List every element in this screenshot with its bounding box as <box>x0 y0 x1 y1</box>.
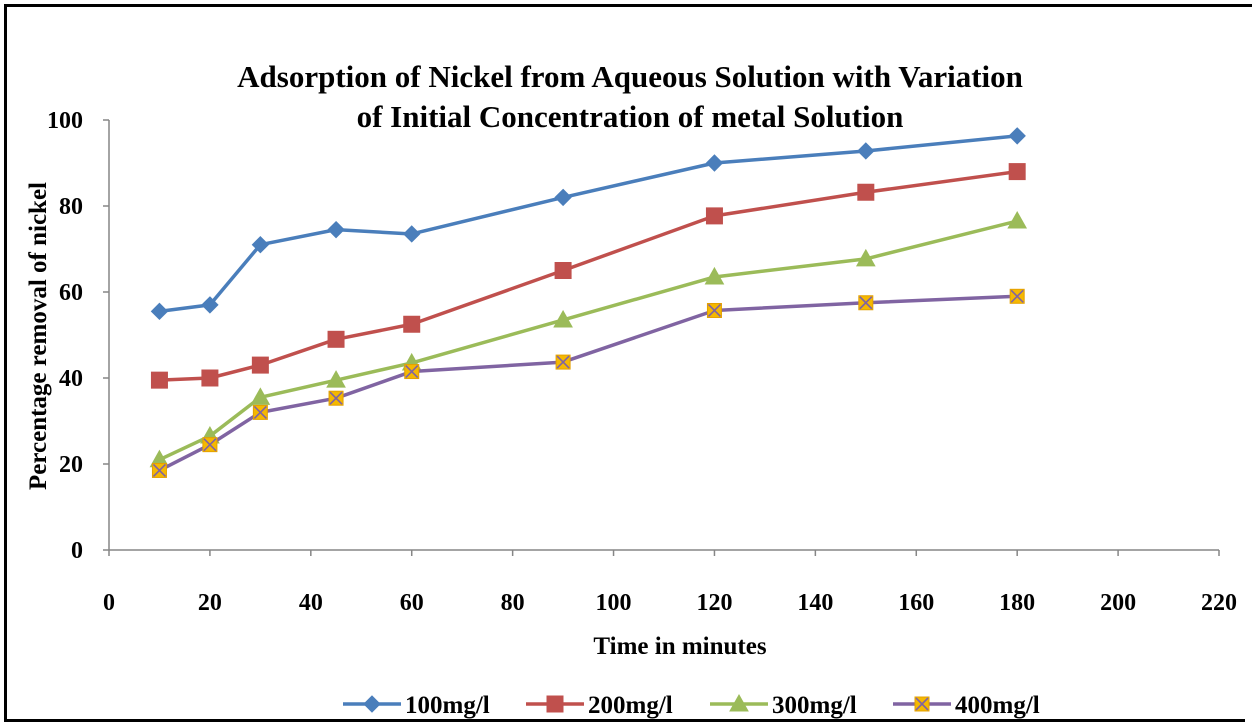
data-point <box>151 462 167 478</box>
series-line <box>159 169 1018 382</box>
data-point <box>326 370 346 388</box>
legend-label: 200mg/l <box>588 692 673 719</box>
legend-label: 300mg/l <box>772 692 857 719</box>
data-point <box>555 354 571 370</box>
x-tick-label: 140 <box>797 590 833 616</box>
series-line <box>158 294 1018 473</box>
plot-area <box>149 127 1028 478</box>
data-point <box>855 248 876 267</box>
legend-item: 300mg/l <box>710 692 857 719</box>
data-point <box>327 220 345 239</box>
y-tick-label: 80 <box>59 194 83 220</box>
x-tick-label: 200 <box>1100 590 1136 616</box>
series-400mg/l <box>151 288 1025 478</box>
data-point <box>251 356 269 374</box>
x-tick-label: 120 <box>696 590 732 616</box>
legend: 100mg/l 200mg/l 300mg/l 400mg/l <box>343 692 1040 719</box>
x-tick-labels: 0 20 40 60 80 100 120 140 160 180 200 220 <box>103 550 1237 616</box>
data-point <box>328 390 344 406</box>
legend-label: 100mg/l <box>405 692 490 719</box>
x-tick-label: 40 <box>299 590 323 616</box>
legend-marker <box>546 695 564 713</box>
series-line <box>159 134 1018 314</box>
legend-item: 100mg/l <box>343 692 490 719</box>
data-point <box>252 404 268 420</box>
y-axis-label: Percentage removal of nickel <box>25 182 52 490</box>
y-tick-label: 60 <box>59 280 83 306</box>
legend-marker <box>363 695 381 713</box>
x-tick-label: 220 <box>1201 590 1237 616</box>
data-point <box>403 315 421 333</box>
y-tick-labels: 0 20 40 60 80 100 <box>47 108 109 564</box>
series-200mg/l <box>150 163 1026 389</box>
legend-marker <box>914 696 930 712</box>
data-point <box>706 302 722 318</box>
data-point <box>858 295 874 311</box>
x-tick-label: 60 <box>400 590 424 616</box>
chart-title-line-1: Adsorption of Nickel from Aqueous Soluti… <box>237 59 1023 94</box>
data-point <box>554 188 572 207</box>
series-line <box>158 219 1018 462</box>
data-point <box>705 154 724 172</box>
x-tick-label: 0 <box>103 590 115 616</box>
x-tick-label: 160 <box>898 590 934 616</box>
data-point <box>251 235 270 254</box>
data-point <box>201 296 219 314</box>
y-tick-label: 100 <box>47 108 83 134</box>
legend-marker <box>729 693 749 712</box>
x-tick-label: 20 <box>198 590 222 616</box>
data-point <box>857 183 875 201</box>
legend-item: 400mg/l <box>893 692 1040 719</box>
data-point <box>201 369 219 387</box>
x-axis-label: Time in minutes <box>593 633 766 660</box>
data-point <box>327 330 345 348</box>
y-tick-label: 20 <box>59 452 83 478</box>
data-point <box>403 225 421 243</box>
data-point <box>553 309 573 328</box>
data-point <box>704 266 725 285</box>
data-point <box>202 437 218 453</box>
data-point <box>857 142 875 160</box>
data-point <box>404 364 420 380</box>
data-point <box>1008 163 1026 181</box>
data-point <box>150 371 168 389</box>
axes <box>108 120 1219 551</box>
legend-item: 200mg/l <box>526 692 673 719</box>
chart-frame-top <box>4 4 1252 7</box>
x-tick-label: 80 <box>501 590 525 616</box>
data-point <box>1009 288 1025 304</box>
data-point <box>150 302 169 321</box>
y-tick-label: 40 <box>59 366 83 392</box>
x-tick-label: 100 <box>596 590 632 616</box>
data-point <box>1008 127 1026 145</box>
series-300mg/l <box>149 211 1028 468</box>
data-point <box>554 262 572 279</box>
x-tick-label: 180 <box>999 590 1035 616</box>
series-100mg/l <box>150 127 1026 321</box>
chart-title-line-2: of Initial Concentration of metal Soluti… <box>357 99 904 134</box>
data-point <box>1007 211 1028 229</box>
y-tick-label: 0 <box>71 538 83 564</box>
legend-label: 400mg/l <box>955 692 1040 719</box>
data-point <box>705 207 723 225</box>
data-point <box>250 387 271 405</box>
